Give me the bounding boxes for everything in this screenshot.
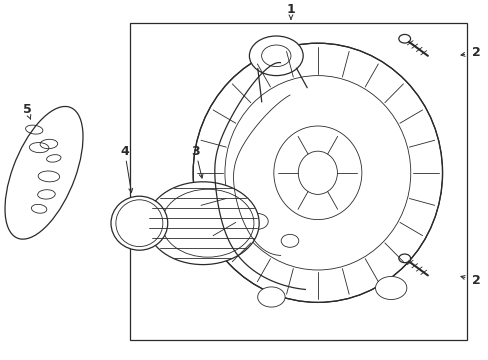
Ellipse shape [398,35,410,43]
Ellipse shape [398,254,410,263]
Text: 5: 5 [22,103,31,116]
Text: 1: 1 [286,3,295,15]
Ellipse shape [162,189,253,257]
Ellipse shape [146,182,259,265]
Ellipse shape [224,76,410,270]
Ellipse shape [257,287,285,307]
Text: 4: 4 [120,145,129,158]
Text: 2: 2 [471,46,480,59]
Ellipse shape [249,36,303,76]
Ellipse shape [273,126,361,220]
Text: 2: 2 [471,274,480,287]
Ellipse shape [183,209,222,238]
Bar [129,23,466,340]
Text: 3: 3 [191,145,200,158]
Ellipse shape [375,276,406,300]
Ellipse shape [246,213,267,229]
Ellipse shape [111,196,167,250]
Ellipse shape [193,43,442,302]
Ellipse shape [5,107,83,239]
Ellipse shape [281,234,298,247]
Ellipse shape [298,151,337,194]
